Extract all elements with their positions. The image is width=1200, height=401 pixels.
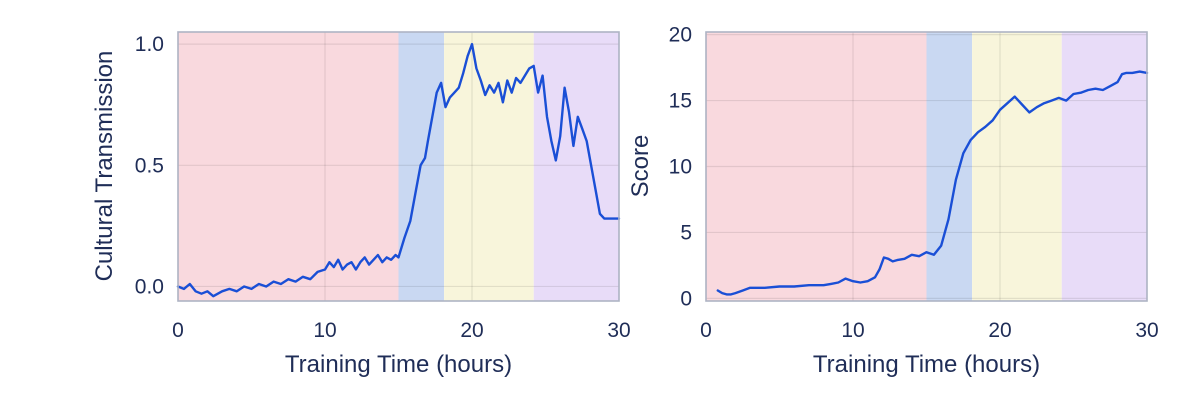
- y-tick-label-3: 1.0: [135, 33, 164, 56]
- phase-band-4: [1061, 32, 1147, 301]
- y-tick-label-3: 10: [669, 156, 692, 179]
- series-line: [716, 70, 1149, 296]
- y-tick-label-4: 15: [669, 90, 692, 113]
- series-line: [176, 42, 621, 298]
- x-tick-label-4: 30: [607, 319, 630, 342]
- phase-band-3: [444, 32, 534, 301]
- phase-band-4: [533, 32, 619, 301]
- x-tick-label-3: 20: [988, 319, 1011, 342]
- y-tick-label-2: 5: [680, 221, 692, 244]
- x-axis-label: Training Time (hours): [285, 351, 512, 378]
- x-tick-label-2: 10: [841, 319, 864, 342]
- y-axis-label: Score: [627, 135, 654, 198]
- phase-band-1: [178, 32, 399, 301]
- plot-frame: [177, 31, 620, 302]
- x-tick-label-3: 20: [460, 319, 483, 342]
- x-axis-label: Training Time (hours): [813, 351, 1040, 378]
- x-tick-label-4: 30: [1135, 319, 1158, 342]
- chart-2: 0 10 20 30 0 5 10 15 20 Training Time (hours) Scor…: [627, 24, 1159, 378]
- y-tick-label-2: 0.5: [135, 154, 164, 177]
- phase-band-2: [926, 32, 973, 301]
- chart-1: 0 10 20 30 0.0 0.5 1.0 Training Time (hours) Cul…: [91, 31, 631, 378]
- y-axis-label: Cultural Transmission: [91, 51, 118, 282]
- phase-band-3: [972, 32, 1062, 301]
- plot-frame: [705, 31, 1148, 302]
- y-tick-label-1: 0.0: [135, 275, 164, 298]
- phase-band-1: [706, 32, 927, 301]
- y-tick-label-5: 20: [669, 24, 692, 47]
- x-tick-label-2: 10: [313, 319, 336, 342]
- x-tick-label-1: 0: [172, 319, 184, 342]
- x-tick-label-1: 0: [700, 319, 712, 342]
- y-tick-label-1: 0: [680, 287, 692, 310]
